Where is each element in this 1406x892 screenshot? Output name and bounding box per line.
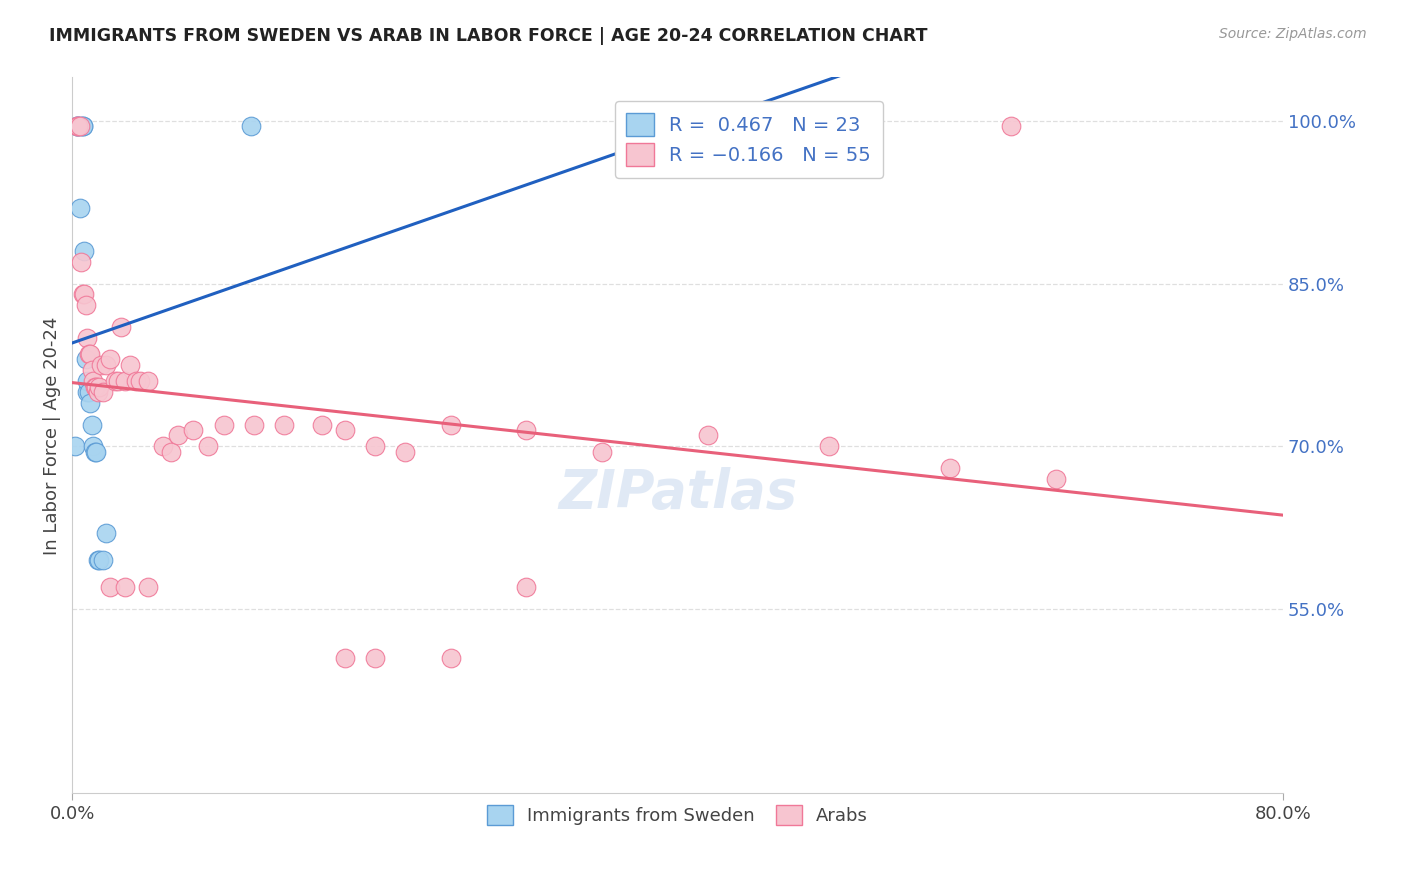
Point (136, 580, 159, 594)
Point (125, 374, 148, 388)
Point (72, 120, 94, 134)
Point (79, 396, 101, 410)
Point (75, 352, 97, 367)
Y-axis label: In Labor Force | Age 20-24: In Labor Force | Age 20-24 (44, 316, 60, 555)
Point (152, 439, 174, 453)
Point (67, 120, 90, 134)
Point (515, 580, 537, 594)
Point (94, 526, 117, 541)
Point (87, 384, 110, 399)
Point (67, 120, 90, 134)
Point (136, 374, 159, 388)
Point (364, 439, 387, 453)
Point (91, 553, 114, 567)
Point (91, 384, 114, 399)
Point (394, 444, 416, 458)
Point (73, 244, 96, 258)
Point (696, 428, 718, 442)
Point (70, 120, 93, 134)
Point (65, 439, 87, 453)
Point (129, 374, 152, 388)
Point (80, 363, 103, 377)
Point (591, 444, 613, 458)
Legend: Immigrants from Sweden, Arabs: Immigrants from Sweden, Arabs (478, 796, 877, 834)
Point (77, 347, 100, 361)
Point (80, 417, 103, 432)
Point (98, 352, 121, 367)
Point (1000, 120, 1022, 134)
Point (89, 379, 111, 393)
Point (70, 255, 93, 269)
Point (82, 439, 104, 453)
Point (818, 439, 841, 453)
Point (98, 580, 121, 594)
Point (107, 374, 129, 388)
Point (243, 417, 266, 432)
Point (939, 461, 962, 475)
Point (89, 553, 111, 567)
Point (82, 374, 104, 388)
Point (110, 320, 132, 334)
Text: ZIPatlas: ZIPatlas (558, 467, 797, 518)
Point (69, 120, 91, 134)
Point (94, 358, 117, 372)
Point (72, 287, 94, 301)
Point (364, 650, 387, 665)
Point (239, 120, 262, 134)
Point (76, 331, 98, 345)
Point (66, 120, 89, 134)
Point (104, 374, 127, 388)
Point (86, 379, 108, 393)
Point (76, 374, 98, 388)
Point (84, 379, 107, 393)
Point (79, 347, 101, 361)
Point (181, 423, 204, 437)
Point (515, 423, 537, 437)
Text: Source: ZipAtlas.com: Source: ZipAtlas.com (1219, 27, 1367, 41)
Point (73, 287, 96, 301)
Point (114, 374, 136, 388)
Point (197, 439, 219, 453)
Point (114, 580, 136, 594)
Point (118, 358, 141, 372)
Point (75, 298, 97, 312)
Point (66, 120, 89, 134)
Text: IMMIGRANTS FROM SWEDEN VS ARAB IN LABOR FORCE | AGE 20-24 CORRELATION CHART: IMMIGRANTS FROM SWEDEN VS ARAB IN LABOR … (49, 27, 928, 45)
Point (87, 553, 110, 567)
Point (86, 444, 108, 458)
Point (273, 417, 295, 432)
Point (69, 201, 91, 215)
Point (439, 417, 461, 432)
Point (76, 384, 98, 399)
Point (1045, 472, 1067, 486)
Point (333, 650, 356, 665)
Point (333, 423, 356, 437)
Point (66, 120, 89, 134)
Point (84, 444, 107, 458)
Point (90, 358, 112, 372)
Point (167, 428, 190, 442)
Point (439, 650, 461, 665)
Point (311, 417, 333, 432)
Point (77, 384, 100, 399)
Point (72, 120, 94, 134)
Point (159, 444, 181, 458)
Point (212, 417, 235, 432)
